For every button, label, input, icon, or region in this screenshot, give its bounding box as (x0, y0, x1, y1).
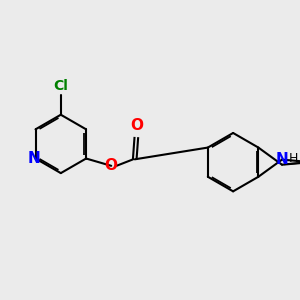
Text: N: N (276, 152, 288, 167)
Text: H: H (289, 152, 298, 165)
Text: Cl: Cl (53, 79, 68, 93)
Text: N: N (27, 151, 40, 166)
Text: O: O (130, 118, 143, 133)
Text: O: O (105, 158, 118, 173)
